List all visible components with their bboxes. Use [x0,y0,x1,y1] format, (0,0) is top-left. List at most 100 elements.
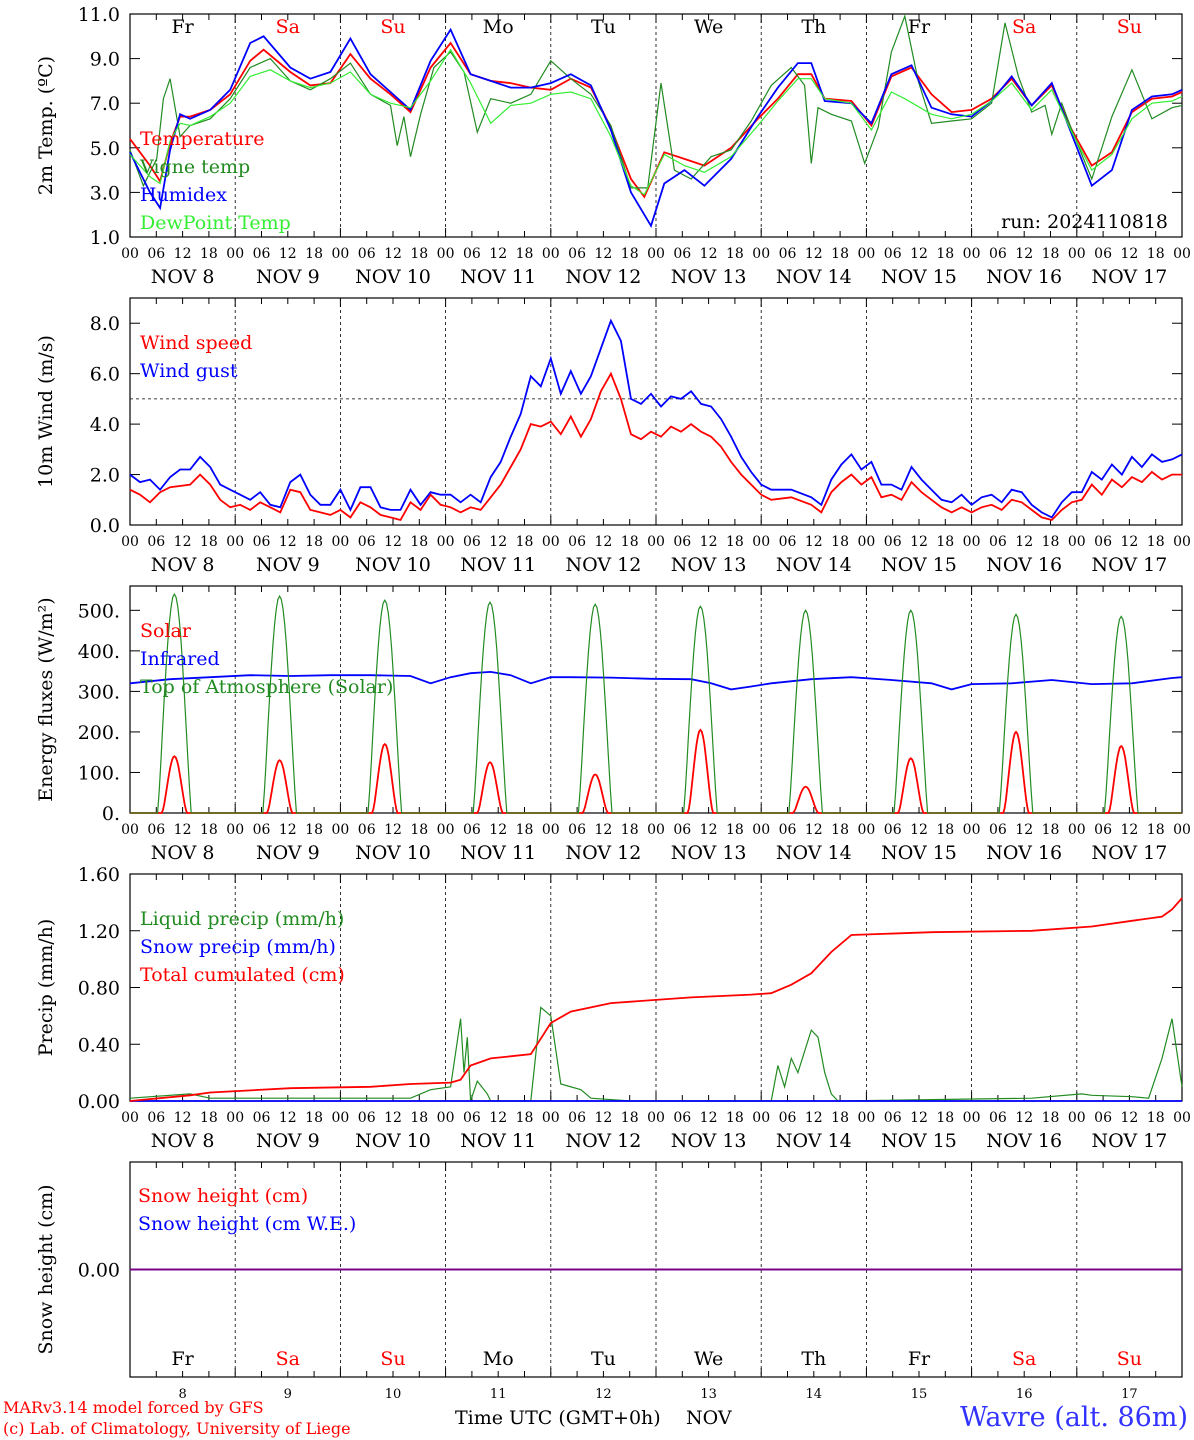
hour-tick-label: 06 [779,822,797,838]
hour-tick-label: 18 [1147,534,1165,550]
y-tick-label: 100. [78,762,120,784]
location-title: Wavre (alt. 86m) [960,1402,1188,1433]
y-tick-label: 200. [78,722,120,744]
hour-tick-label: 06 [779,246,797,262]
hour-tick-label: 12 [700,246,718,262]
hour-tick-label: 00 [542,534,560,550]
hour-tick-label: 00 [226,534,244,550]
y-tick-label: 11.0 [78,4,120,26]
date-label: NOV 14 [776,1130,852,1152]
day-name: We [694,16,723,38]
legend-entry: Snow height (cm W.E.) [138,1213,356,1235]
hour-tick-label: 06 [463,1110,481,1126]
hour-tick-label: 18 [200,822,218,838]
hour-tick-label: 12 [279,822,297,838]
hour-tick-label: 18 [1147,1110,1165,1126]
hour-tick-label: 18 [200,534,218,550]
y-tick-label: 5.0 [90,138,120,160]
hour-tick-label: 12 [489,534,507,550]
hour-tick-label: 00 [121,534,139,550]
y-tick-label: 8.0 [90,313,120,335]
date-label: NOV 11 [460,1130,536,1152]
date-label: NOV 11 [460,842,536,864]
hour-tick-label: 00 [542,246,560,262]
hour-tick-label: 00 [226,246,244,262]
hour-tick-label: 06 [673,246,691,262]
hour-tick-label: 18 [621,1110,639,1126]
date-label: NOV 9 [256,554,320,576]
date-label: NOV 10 [355,554,431,576]
hour-tick-label: 12 [279,1110,297,1126]
date-label: NOV 15 [881,1130,957,1152]
day-number: 9 [284,1387,292,1402]
hour-tick-label: 12 [384,1110,402,1126]
panel-3: 0. 100. 200. 300. 400. 500. Energy fluxes (W/m… [35,585,1191,864]
hour-tick-label: 00 [752,534,770,550]
legend-entry: Humidex [140,184,227,206]
panel-1: 1.0 3.0 5.0 7.0 9.0 11.0 2m Temp. (ºC) Temperat… [35,4,1191,288]
hour-tick-label: 12 [1015,822,1033,838]
hour-tick-label: 00 [1068,246,1086,262]
hour-tick-label: 00 [752,1110,770,1126]
date-label: NOV 8 [151,554,215,576]
hour-tick-label: 06 [463,822,481,838]
legend-entry: Total cumulated (cm) [140,964,345,986]
hour-tick-label: 00 [437,1110,455,1126]
hour-tick-label: 00 [1068,822,1086,838]
y-axis-label: Precip (mm/h) [35,919,57,1057]
y-axis-label: Energy fluxes (W/m²) [35,597,57,801]
hour-tick-label: 00 [226,822,244,838]
date-label: NOV 17 [1091,842,1167,864]
hour-tick-label: 00 [437,246,455,262]
hour-tick-label: 06 [1094,822,1112,838]
y-tick-label: 2.0 [90,465,120,487]
hour-tick-label: 00 [752,822,770,838]
hour-tick-label: 12 [1120,246,1138,262]
hour-tick-label: 18 [831,246,849,262]
hour-tick-label: 12 [1120,534,1138,550]
hour-tick-label: 18 [831,1110,849,1126]
hour-tick-label: 18 [516,1110,534,1126]
hour-tick-label: 00 [647,534,665,550]
hour-tick-label: 12 [700,534,718,550]
legend-entry: Vigne temp [139,156,250,178]
model-credit: MARv3.14 model forced by GFS [3,1398,264,1417]
hour-tick-label: 12 [805,534,823,550]
date-label: NOV 10 [355,1130,431,1152]
hour-tick-label: 00 [647,822,665,838]
series-line-top-of-atmosphere-solar- [130,592,1182,814]
hour-tick-label: 00 [1173,1110,1191,1126]
hour-tick-label: 12 [805,246,823,262]
hour-tick-label: 18 [621,246,639,262]
hour-tick-label: 06 [1094,246,1112,262]
hour-tick-label: 06 [568,246,586,262]
date-label: NOV 16 [986,554,1062,576]
hour-tick-label: 18 [936,534,954,550]
series-line-dewpoint-temp [129,48,1183,196]
day-name: Sa [1012,1348,1036,1370]
hour-tick-label: 12 [1015,1110,1033,1126]
hour-tick-label: 00 [1173,822,1191,838]
y-tick-label: 0.0 [90,515,120,537]
hour-tick-label: 00 [752,246,770,262]
y-tick-label: 0.80 [78,978,120,1000]
legend-entry: Infrared [140,648,220,670]
y-tick-label: 1.60 [78,864,120,886]
hour-tick-label: 18 [410,822,428,838]
hour-tick-label: 18 [1147,822,1165,838]
legend-entry: Wind speed [140,332,252,354]
hour-tick-label: 00 [121,1110,139,1126]
hour-tick-label: 12 [805,822,823,838]
hour-tick-label: 18 [516,534,534,550]
legend-entry: Wind gust [140,360,238,382]
day-number: 17 [1121,1387,1138,1402]
date-label: NOV 17 [1091,1130,1167,1152]
hour-tick-label: 06 [358,1110,376,1126]
hour-tick-label: 06 [358,246,376,262]
date-label: NOV 14 [776,554,852,576]
hour-tick-label: 00 [1173,534,1191,550]
date-label: NOV 9 [256,842,320,864]
hour-tick-label: 06 [884,1110,902,1126]
hour-tick-label: 00 [1068,534,1086,550]
hour-tick-label: 12 [174,246,192,262]
